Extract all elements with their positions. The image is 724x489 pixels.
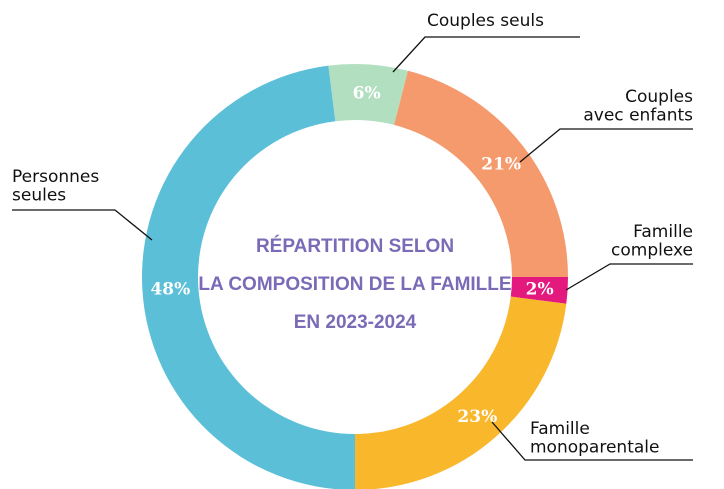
category-label: Couples avec enfants [583,87,693,126]
leader-line [491,421,693,461]
value-label: 48% [150,280,190,300]
leader-line [392,36,580,73]
donut-segment [510,277,568,304]
value-label: 6% [353,83,381,103]
value-label: 2% [526,280,554,300]
value-label: 21% [481,155,521,175]
value-label: 23% [457,407,497,427]
leader-line [565,263,693,291]
leader-line [519,128,693,163]
leader-line [12,209,153,241]
donut-segment [328,64,408,125]
chart-title: RÉPARTITION SELON [256,235,454,257]
category-label: Personnes seules [12,167,99,206]
donut-segment [355,296,567,489]
category-label: Famille monoparentale [530,419,659,458]
chart-title: EN 2023-2024 [294,312,417,333]
chart-title: LA COMPOSITION DE LA FAMILLE [198,274,511,295]
category-label: Couples seuls [427,11,544,31]
donut-segment [394,70,568,277]
donut-segment [142,65,355,489]
category-label: Famille complexe [611,222,693,261]
